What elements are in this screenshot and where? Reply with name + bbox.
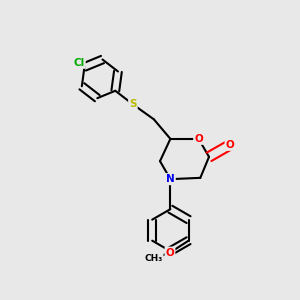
Text: O: O bbox=[166, 248, 174, 258]
Text: S: S bbox=[129, 99, 136, 109]
Text: CH₃: CH₃ bbox=[144, 254, 163, 263]
Text: O: O bbox=[226, 140, 234, 150]
Text: N: N bbox=[166, 174, 175, 184]
Text: O: O bbox=[194, 134, 203, 144]
Text: Cl: Cl bbox=[74, 58, 85, 68]
